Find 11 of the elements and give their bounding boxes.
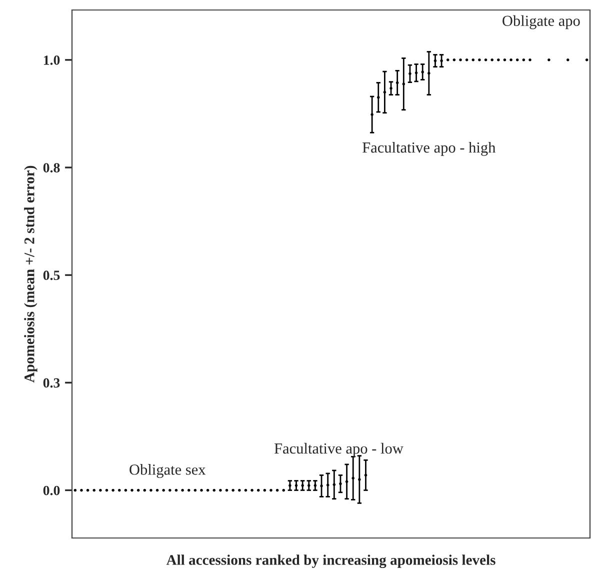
y-tick-label: 0.5 [43,270,60,280]
y-tick-label: 0.3 [43,378,60,388]
y-tick-label: 1.0 [44,56,60,65]
y-tick-label: 0.0 [43,486,60,496]
annotation: Obligate apo [502,15,580,30]
annotation: Facultative apo - high [362,142,496,156]
y-tick-label: 0.8 [43,163,60,173]
annotation: Facultative apo - low [274,442,404,457]
x-axis-title: All accessions ranked by increasing apomeiosis levels [166,554,496,568]
annotation: Obligate sex [130,464,206,478]
y-axis-title: Apomeiosis (mean +/- 2 stnd error) [24,166,38,383]
